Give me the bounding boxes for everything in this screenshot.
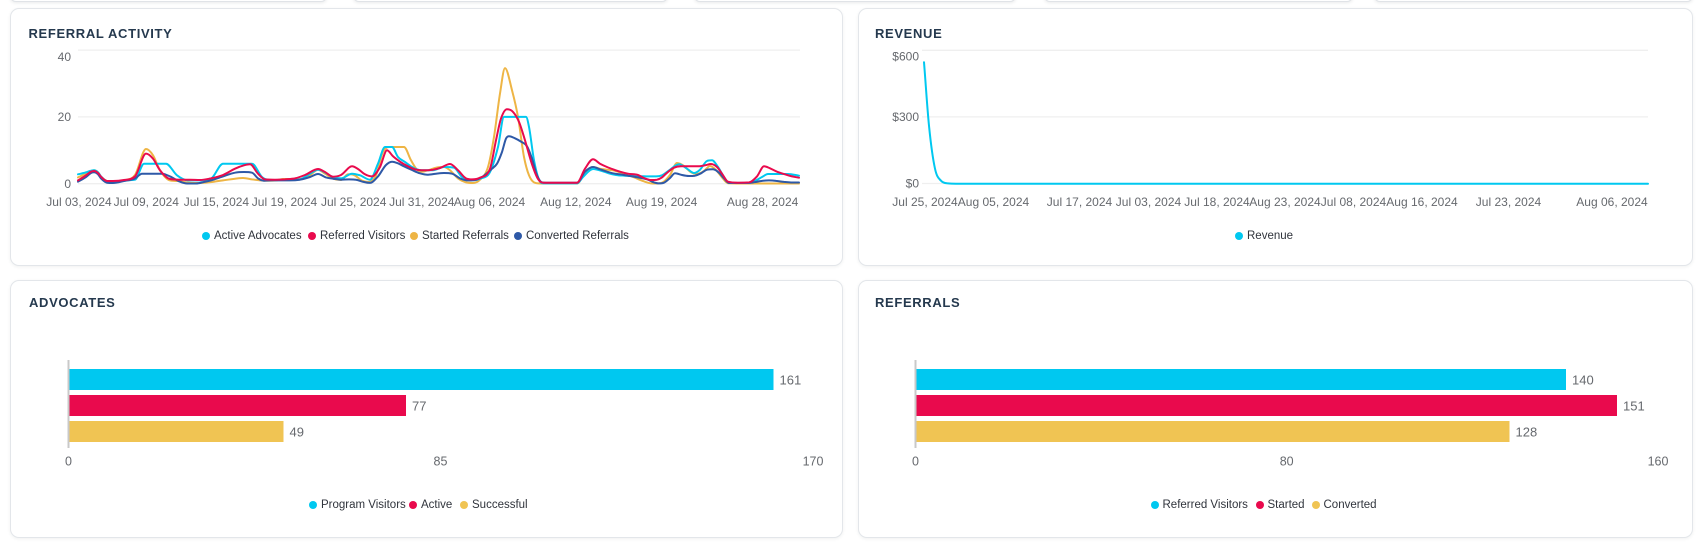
svg-text:$600: $600 <box>892 50 919 64</box>
svg-text:Jul 31, 2024: Jul 31, 2024 <box>389 195 455 209</box>
svg-text:Jul 23, 2024: Jul 23, 2024 <box>1476 195 1542 209</box>
svg-text:Jul 15, 2024: Jul 15, 2024 <box>184 195 250 209</box>
svg-text:170: 170 <box>803 455 824 469</box>
svg-text:Aug 05, 2024: Aug 05, 2024 <box>958 195 1030 209</box>
svg-text:Jul 03, 2024: Jul 03, 2024 <box>1116 195 1182 209</box>
svg-text:Jul 25, 2024: Jul 25, 2024 <box>892 195 958 209</box>
svg-text:0: 0 <box>912 455 919 469</box>
svg-text:Jul 19, 2024: Jul 19, 2024 <box>252 195 318 209</box>
svg-text:128: 128 <box>1516 425 1538 440</box>
svg-text:Jul 25, 2024: Jul 25, 2024 <box>321 195 387 209</box>
svg-text:Jul 08, 2024: Jul 08, 2024 <box>1321 195 1387 209</box>
svg-text:Jul 18, 2024: Jul 18, 2024 <box>1184 195 1250 209</box>
svg-text:0: 0 <box>64 177 71 191</box>
svg-text:Aug 19, 2024: Aug 19, 2024 <box>626 195 698 209</box>
svg-text:85: 85 <box>434 455 448 469</box>
svg-text:0: 0 <box>65 455 72 469</box>
svg-text:20: 20 <box>58 110 72 124</box>
svg-text:$0: $0 <box>906 177 920 191</box>
svg-text:160: 160 <box>1648 455 1669 469</box>
svg-text:Aug 28, 2024: Aug 28, 2024 <box>727 195 799 209</box>
svg-text:Jul 09, 2024: Jul 09, 2024 <box>114 195 180 209</box>
svg-text:Jul 03, 2024: Jul 03, 2024 <box>46 195 112 209</box>
svg-text:Jul 17, 2024: Jul 17, 2024 <box>1047 195 1113 209</box>
svg-text:40: 40 <box>58 50 72 64</box>
svg-text:Aug 06, 2024: Aug 06, 2024 <box>454 195 526 209</box>
svg-text:49: 49 <box>290 425 304 440</box>
svg-text:Aug 12, 2024: Aug 12, 2024 <box>540 195 612 209</box>
svg-text:161: 161 <box>780 373 802 388</box>
svg-text:80: 80 <box>1280 455 1294 469</box>
svg-text:Aug 06, 2024: Aug 06, 2024 <box>1576 195 1648 209</box>
svg-text:Aug 16, 2024: Aug 16, 2024 <box>1386 195 1458 209</box>
svg-text:Aug 23, 2024: Aug 23, 2024 <box>1249 195 1321 209</box>
svg-text:151: 151 <box>1623 399 1645 414</box>
svg-text:77: 77 <box>412 399 426 414</box>
svg-text:$300: $300 <box>892 110 919 124</box>
svg-text:140: 140 <box>1572 373 1594 388</box>
